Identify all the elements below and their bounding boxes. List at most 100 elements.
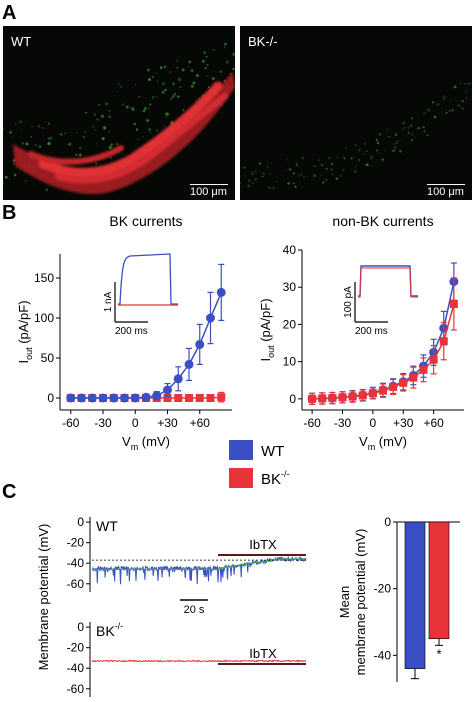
green-speck: [370, 155, 373, 158]
y-tick-label: 50: [41, 351, 55, 365]
trace-y-tick-label: -60: [67, 577, 85, 591]
green-speck: [37, 125, 40, 128]
green-speck: [223, 47, 225, 49]
green-speck: [161, 90, 165, 94]
green-speck: [49, 136, 53, 140]
nonbk-inset-scale-y-label: 100 pA: [343, 286, 354, 318]
bar-y-tick-label: -20: [374, 582, 392, 596]
trace-y-tick-label: -20: [67, 536, 85, 550]
green-speck: [401, 128, 404, 131]
green-speck: [232, 52, 235, 56]
green-speck: [451, 109, 454, 112]
green-speck: [60, 133, 63, 136]
green-speck: [240, 182, 241, 184]
green-speck: [269, 173, 271, 176]
green-speck: [117, 83, 120, 86]
green-speck: [457, 104, 459, 107]
green-speck: [355, 165, 357, 167]
green-speck: [433, 115, 437, 119]
green-speck: [204, 66, 207, 70]
green-speck: [138, 95, 141, 98]
green-speck: [335, 177, 338, 180]
x-tick-label: +60: [190, 416, 211, 430]
green-speck: [135, 128, 139, 131]
green-speck: [94, 129, 96, 131]
green-speck: [143, 106, 147, 111]
legend-swatch-wt: [229, 440, 253, 460]
green-speck: [402, 122, 405, 125]
wt-green-speckle: [3, 42, 235, 191]
green-speck: [434, 120, 436, 121]
green-speck: [292, 182, 295, 185]
green-speck: [423, 112, 426, 115]
green-speck: [254, 170, 257, 173]
green-speck: [364, 142, 366, 145]
micrograph-bk-scale-text: 100 μm: [427, 186, 464, 198]
green-speck: [435, 118, 436, 120]
y-axis-label-unit: (pA/pF): [16, 300, 31, 347]
micrograph-wt-scale-text: 100 μm: [190, 186, 227, 198]
green-speck: [461, 100, 464, 103]
green-speck: [190, 69, 194, 73]
x-tick-label: 0: [132, 416, 139, 430]
data-point: [120, 393, 129, 403]
x-tick-label: +60: [423, 416, 444, 430]
green-speck: [156, 80, 159, 82]
green-speck: [110, 143, 113, 146]
green-speck: [31, 125, 33, 127]
green-speck: [356, 152, 358, 154]
green-speck: [163, 125, 165, 128]
y-tick-label: 40: [283, 243, 297, 257]
significance-star: *: [436, 646, 441, 661]
green-speck: [393, 143, 395, 145]
micrograph-wt-art: [3, 42, 235, 195]
green-speck: [150, 132, 152, 134]
green-speck: [117, 90, 119, 93]
green-speck: [219, 70, 223, 73]
green-speck: [147, 68, 150, 72]
green-speck: [149, 103, 152, 106]
data-point: [174, 394, 183, 402]
micrograph-bk-scale-bar: [427, 184, 465, 185]
green-speck: [188, 60, 192, 64]
green-speck: [442, 97, 445, 100]
data-point: [216, 287, 226, 297]
green-speck: [436, 103, 439, 106]
green-speck: [232, 67, 235, 71]
green-speck: [142, 109, 146, 113]
green-speck: [45, 188, 48, 191]
green-speck: [15, 123, 17, 125]
green-speck: [287, 182, 290, 185]
data-point: [399, 378, 408, 387]
drug-label: IbTX: [249, 537, 277, 552]
data-point: [77, 393, 86, 403]
green-speck: [460, 83, 462, 85]
y-axis-label-sub: out: [266, 345, 276, 358]
green-speck: [122, 103, 125, 106]
green-speck: [195, 73, 199, 78]
y-tick-label: 100: [34, 311, 54, 325]
green-speck: [445, 111, 448, 114]
green-speck: [176, 59, 179, 62]
nonbk-inset-trace-wt: [358, 265, 418, 297]
green-speck: [437, 114, 439, 116]
panel-a-letter: A: [2, 2, 17, 24]
data-point: [358, 391, 367, 400]
green-speck: [387, 135, 391, 139]
data-point: [206, 394, 215, 402]
green-speck: [254, 178, 257, 181]
green-speck: [320, 162, 322, 164]
green-speck: [165, 115, 168, 118]
green-speck: [397, 148, 399, 151]
green-speck: [295, 162, 298, 164]
green-speck: [206, 75, 209, 78]
panel-b-letter: B: [2, 202, 17, 224]
green-speck: [265, 164, 268, 167]
green-speck: [410, 138, 413, 142]
green-speck: [176, 95, 180, 98]
y-tick-label: 0: [289, 392, 296, 406]
green-speck: [365, 163, 369, 167]
trace-y-tick-label: -40: [67, 661, 85, 675]
green-speck: [4, 175, 8, 179]
data-point: [338, 393, 347, 402]
